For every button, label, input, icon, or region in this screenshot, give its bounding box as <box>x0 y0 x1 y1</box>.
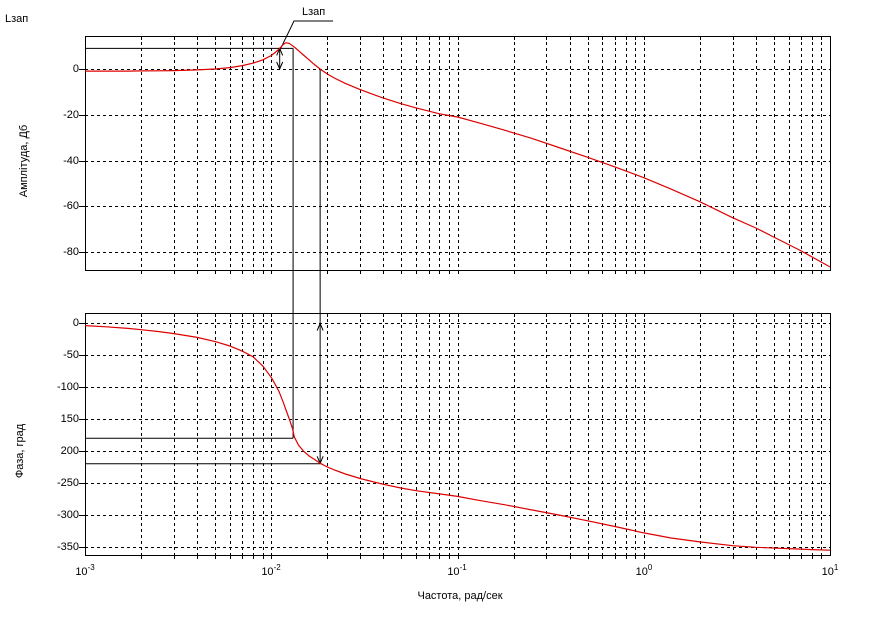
mag-ytick-0: 0 <box>72 63 79 75</box>
magnitude-plot-frame <box>85 36 831 271</box>
phase-ytick-100: -100 <box>56 381 79 393</box>
mag-ytick-80: -80 <box>63 246 79 258</box>
mag-ytick-40: -40 <box>63 154 79 167</box>
phase-ytick-250: -250 <box>56 477 79 489</box>
gain-margin-annotation-label: Lзап <box>302 6 326 18</box>
phase-axis-label: Фаза, град <box>14 423 26 479</box>
xtick-1e1: 101 <box>821 563 839 578</box>
phase-ytick-300: -300 <box>56 509 79 521</box>
xtick-1e0: 100 <box>635 563 653 578</box>
mag-ytick-60: -60 <box>63 200 79 213</box>
xtick-1e-1: 10-1 <box>447 563 467 578</box>
magnitude-curve <box>85 42 830 268</box>
magnitude-axis-label: Амплітуда, Дб <box>18 124 30 198</box>
mag-ytick-20: -20 <box>63 108 79 121</box>
xtick-1e-3: 10-3 <box>75 563 95 578</box>
phase-curve <box>85 325 830 551</box>
phase-ytick-200: 200 <box>60 445 79 457</box>
margin-annotations <box>85 20 333 465</box>
grid-lines <box>79 36 830 559</box>
phase-ytick-0: 0 <box>72 317 79 329</box>
phase-plot-frame <box>85 313 831 556</box>
phase-ytick-350: -350 <box>56 541 79 553</box>
phase-ytick-150: 150 <box>60 413 79 425</box>
xtick-1e-2: 10-2 <box>261 563 281 578</box>
frequency-axis-label: Частота, рад/сек <box>417 590 503 602</box>
phase-ytick-50: -50 <box>63 349 79 361</box>
figure-corner-label: Lзап <box>5 13 29 25</box>
